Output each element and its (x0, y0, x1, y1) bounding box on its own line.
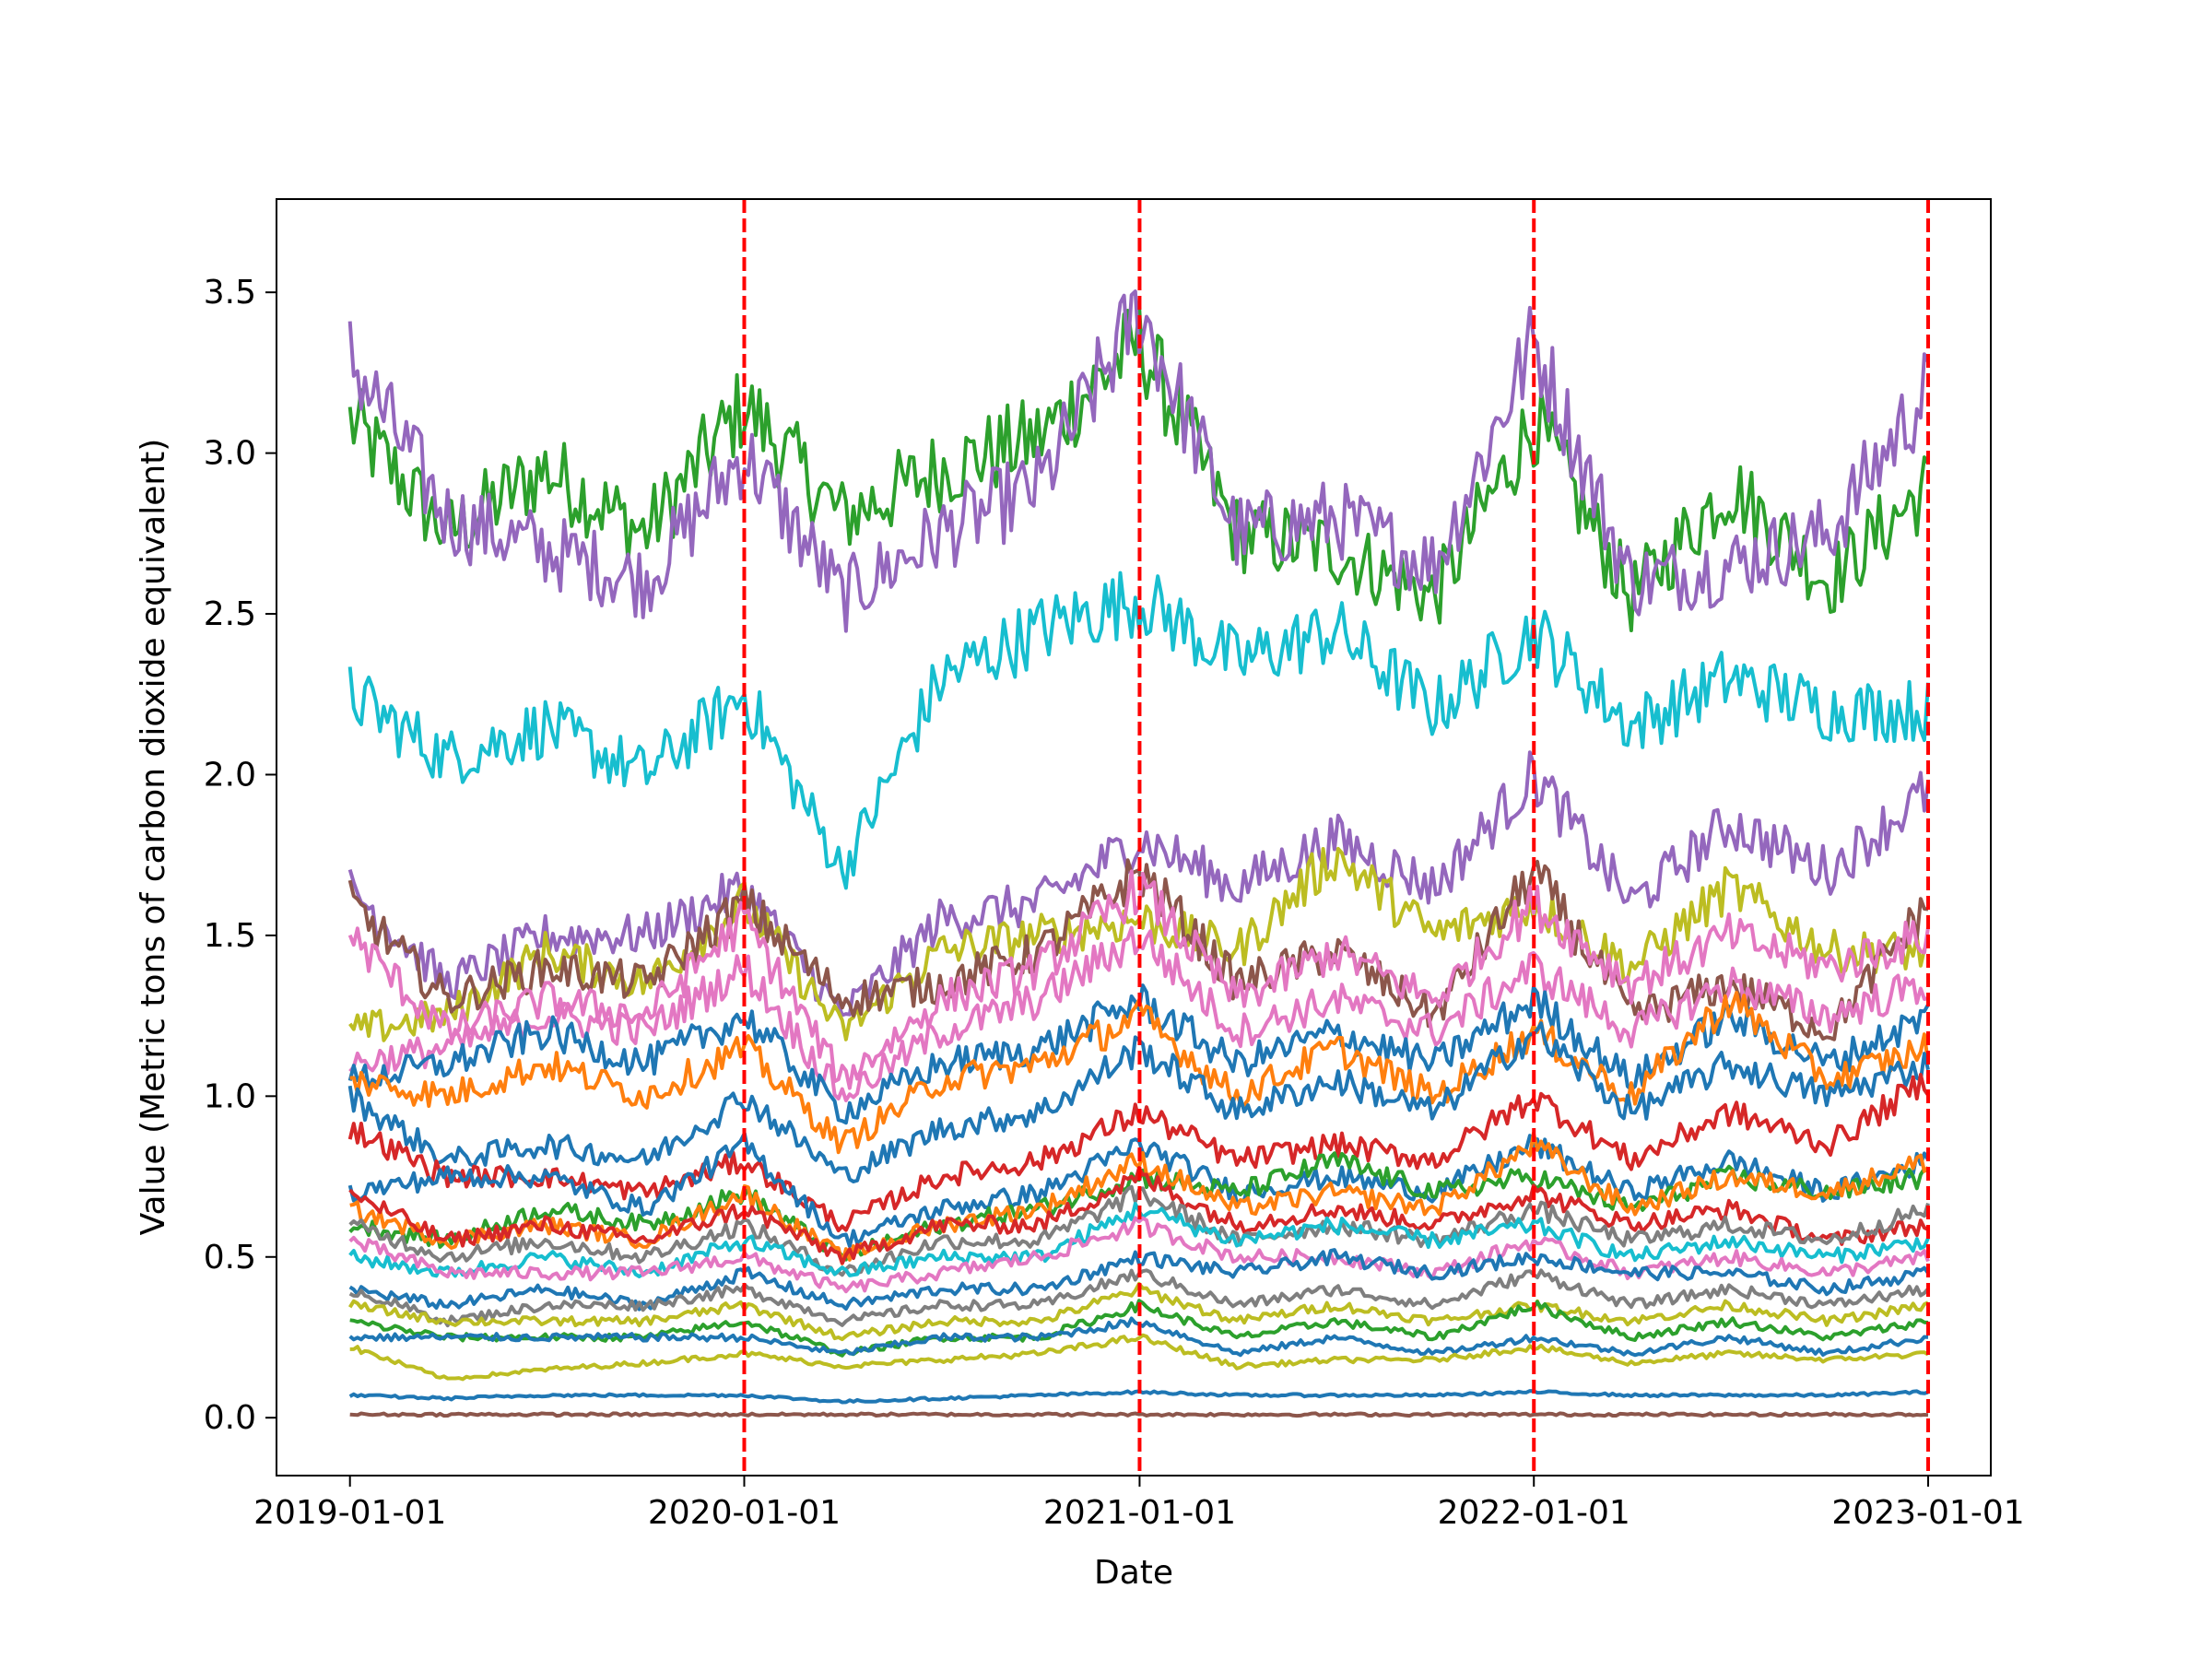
y-axis-ticks: 0.0 0.5 1.0 1.5 2.0 2.5 3.0 3.5 (204, 274, 276, 1437)
y-tick-label: 1.5 (204, 917, 256, 955)
x-tick-label: 2020-01-01 (648, 1494, 841, 1532)
x-tick-label: 2019-01-01 (253, 1494, 446, 1532)
y-tick-label: 2.5 (204, 595, 256, 633)
y-tick-label: 0.0 (204, 1399, 256, 1437)
x-tick-label: 2021-01-01 (1043, 1494, 1236, 1532)
x-axis-label: Date (1094, 1554, 1173, 1592)
y-tick-label: 3.0 (204, 435, 256, 473)
y-tick-label: 1.0 (204, 1077, 256, 1115)
series-line (349, 1411, 1929, 1418)
plot-frame (276, 198, 1992, 1477)
x-tick-label: 2023-01-01 (1831, 1494, 2024, 1532)
y-tick-label: 3.5 (204, 274, 256, 312)
series-line (349, 1333, 1930, 1382)
x-axis-ticks: 2019-01-01 2020-01-01 2021-01-01 2022-01-01… (253, 1476, 2025, 1532)
y-tick-label: 0.5 (204, 1239, 256, 1277)
y-tick-label: 2.0 (204, 756, 256, 794)
series-line (347, 289, 1930, 633)
x-tick-label: 2022-01-01 (1438, 1494, 1630, 1532)
y-axis-label: Value (Metric tons of carbon dioxide equ… (135, 439, 172, 1236)
series-line (349, 1299, 1929, 1358)
